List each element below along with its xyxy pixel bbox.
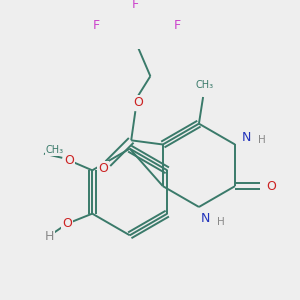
Text: N: N bbox=[242, 131, 251, 144]
Text: O: O bbox=[64, 154, 74, 167]
Text: N: N bbox=[201, 212, 210, 225]
Text: CH₃: CH₃ bbox=[46, 145, 64, 155]
Text: O: O bbox=[133, 96, 143, 109]
Text: F: F bbox=[132, 0, 139, 11]
Text: O: O bbox=[62, 217, 72, 230]
Text: H: H bbox=[258, 134, 266, 145]
Text: F: F bbox=[173, 19, 181, 32]
Text: H: H bbox=[217, 217, 225, 227]
Text: O: O bbox=[98, 162, 108, 175]
Text: CH₃: CH₃ bbox=[196, 80, 214, 90]
Text: F: F bbox=[93, 19, 100, 32]
Text: O: O bbox=[267, 180, 277, 193]
Text: H: H bbox=[44, 230, 54, 243]
